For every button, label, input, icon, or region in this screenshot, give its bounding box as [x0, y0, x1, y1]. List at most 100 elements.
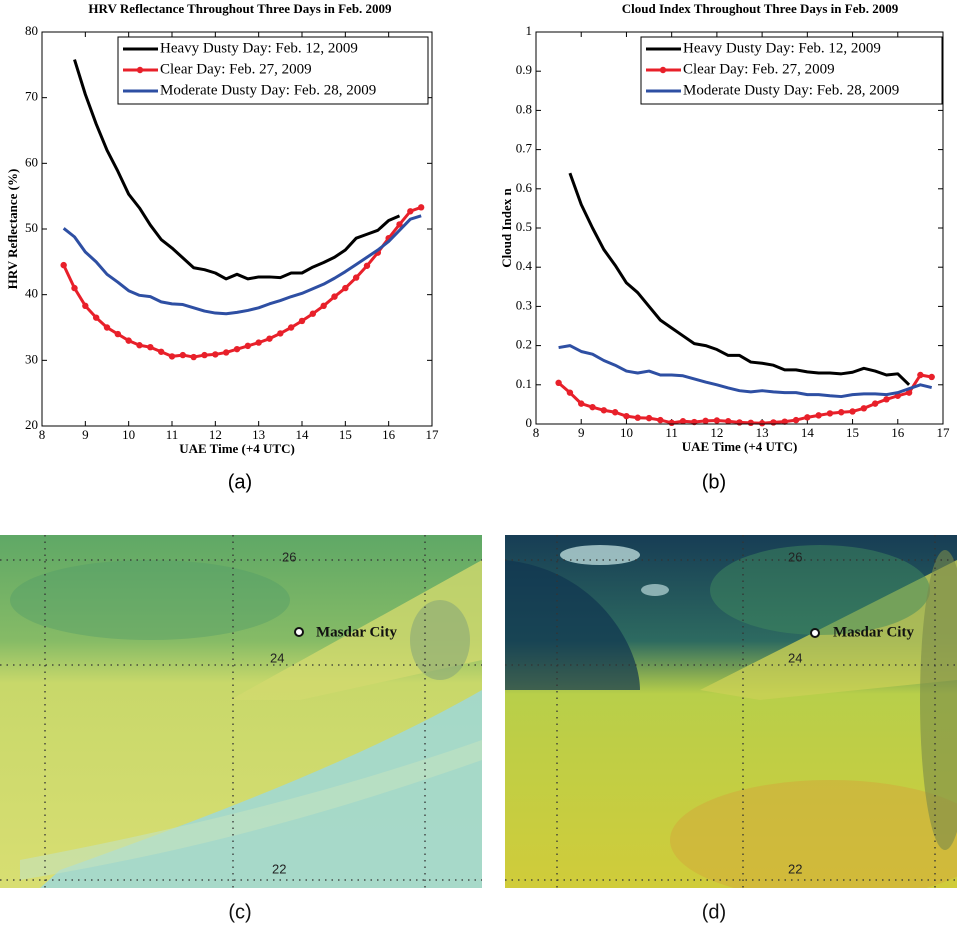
legend-label: Heavy Dusty Day: Feb. 12, 2009	[160, 40, 358, 56]
series-marker	[815, 412, 822, 419]
series-marker	[92, 314, 100, 321]
series-marker	[168, 353, 176, 360]
series-marker	[222, 349, 230, 356]
y-axis-label: Cloud Index n	[499, 187, 514, 267]
series-marker	[883, 396, 890, 403]
y-tick-label: 0.1	[516, 376, 532, 391]
series-marker	[838, 409, 845, 416]
series-marker	[147, 344, 154, 351]
legend-label: Moderate Dusty Day: Feb. 28, 2009	[683, 82, 899, 98]
series-line	[557, 373, 932, 425]
x-tick-label: 8	[39, 427, 46, 442]
y-axis-label: HRV Reflectance (%)	[5, 169, 20, 290]
lat-label: 22	[272, 861, 286, 876]
y-tick-label: 20	[25, 417, 38, 432]
series-marker	[645, 414, 653, 422]
series-marker	[747, 419, 755, 427]
series-marker	[871, 400, 879, 407]
series-marker	[781, 418, 788, 425]
series-marker	[589, 403, 596, 411]
y-tick-label: 0.8	[516, 101, 532, 116]
y-tick-label: 40	[25, 286, 38, 301]
series-marker	[179, 351, 187, 359]
series-marker	[125, 337, 132, 344]
y-tick-label: 60	[25, 154, 38, 169]
x-tick-label: 11	[665, 425, 678, 440]
series-marker	[82, 302, 89, 310]
x-tick-label: 14	[296, 427, 310, 442]
plot-frame	[41, 31, 433, 427]
x-tick-label: 13	[252, 427, 265, 442]
x-tick-label: 13	[756, 425, 769, 440]
x-axis-label: UAE Time (+4 UTC)	[682, 439, 798, 454]
y-tick-label: 0.6	[516, 180, 533, 195]
series-marker	[668, 419, 675, 427]
series-line	[73, 59, 401, 281]
lat-label: 24	[788, 650, 802, 665]
series-marker	[157, 348, 165, 355]
series-marker	[266, 335, 273, 342]
x-tick-label: 16	[891, 425, 905, 440]
series-marker	[396, 221, 403, 228]
series-marker	[320, 302, 327, 310]
caption: (b)	[702, 471, 726, 493]
series-marker	[298, 317, 306, 325]
series-marker	[363, 262, 371, 269]
series-marker	[611, 409, 619, 416]
y-tick-label: 0.3	[516, 297, 532, 312]
x-tick-label: 12	[710, 425, 723, 440]
lat-label: 26	[282, 549, 296, 564]
series-marker	[792, 416, 800, 424]
series-marker	[114, 330, 122, 338]
plot-frame	[535, 31, 944, 425]
y-tick-label: 50	[25, 220, 38, 235]
series-marker	[190, 353, 197, 361]
place-label: Masdar City	[833, 624, 914, 640]
series-marker	[758, 420, 766, 427]
series-marker	[657, 416, 664, 424]
series-marker	[136, 342, 143, 349]
x-tick-label: 9	[82, 427, 89, 442]
chart-title: Cloud Index Throughout Three Days in Feb…	[622, 1, 899, 16]
series-line	[558, 344, 933, 399]
caption: (a)	[228, 471, 252, 493]
series-marker	[826, 410, 834, 417]
series-marker	[277, 330, 284, 337]
series-marker	[244, 342, 252, 350]
x-tick-label: 16	[382, 427, 396, 442]
x-tick-label: 9	[578, 425, 585, 440]
series-marker	[679, 418, 687, 425]
series-marker	[860, 405, 868, 412]
place-label: Masdar City	[316, 624, 397, 640]
satellite-image-c	[0, 535, 482, 888]
lat-label: 22	[788, 861, 802, 876]
x-tick-label: 10	[122, 427, 135, 442]
y-tick-label: 0.5	[516, 219, 532, 234]
series-marker	[233, 345, 241, 353]
location-marker	[294, 627, 304, 637]
x-tick-label: 12	[209, 427, 222, 442]
series-line	[62, 214, 422, 316]
x-tick-label: 17	[937, 425, 951, 440]
y-tick-label: 0.7	[516, 141, 533, 156]
series-marker	[917, 371, 924, 379]
series-marker	[71, 284, 78, 292]
series-marker	[352, 274, 360, 281]
y-tick-label: 0.2	[516, 337, 532, 352]
lat-lon-grid	[505, 535, 957, 888]
y-tick-label: 0	[526, 415, 533, 430]
series-marker	[634, 414, 641, 421]
series-marker	[713, 417, 721, 424]
lat-label: 24	[270, 650, 284, 665]
series-marker	[702, 417, 709, 425]
legend-label: Moderate Dusty Day: Feb. 28, 2009	[160, 82, 376, 98]
x-axis-label: UAE Time (+4 UTC)	[179, 441, 295, 456]
x-tick-label: 11	[166, 427, 179, 442]
y-tick-label: 30	[25, 351, 38, 366]
y-tick-label: 70	[25, 89, 38, 104]
series-line	[568, 172, 911, 386]
x-tick-label: 14	[801, 425, 815, 440]
series-marker	[600, 407, 608, 414]
series-marker	[201, 351, 208, 359]
